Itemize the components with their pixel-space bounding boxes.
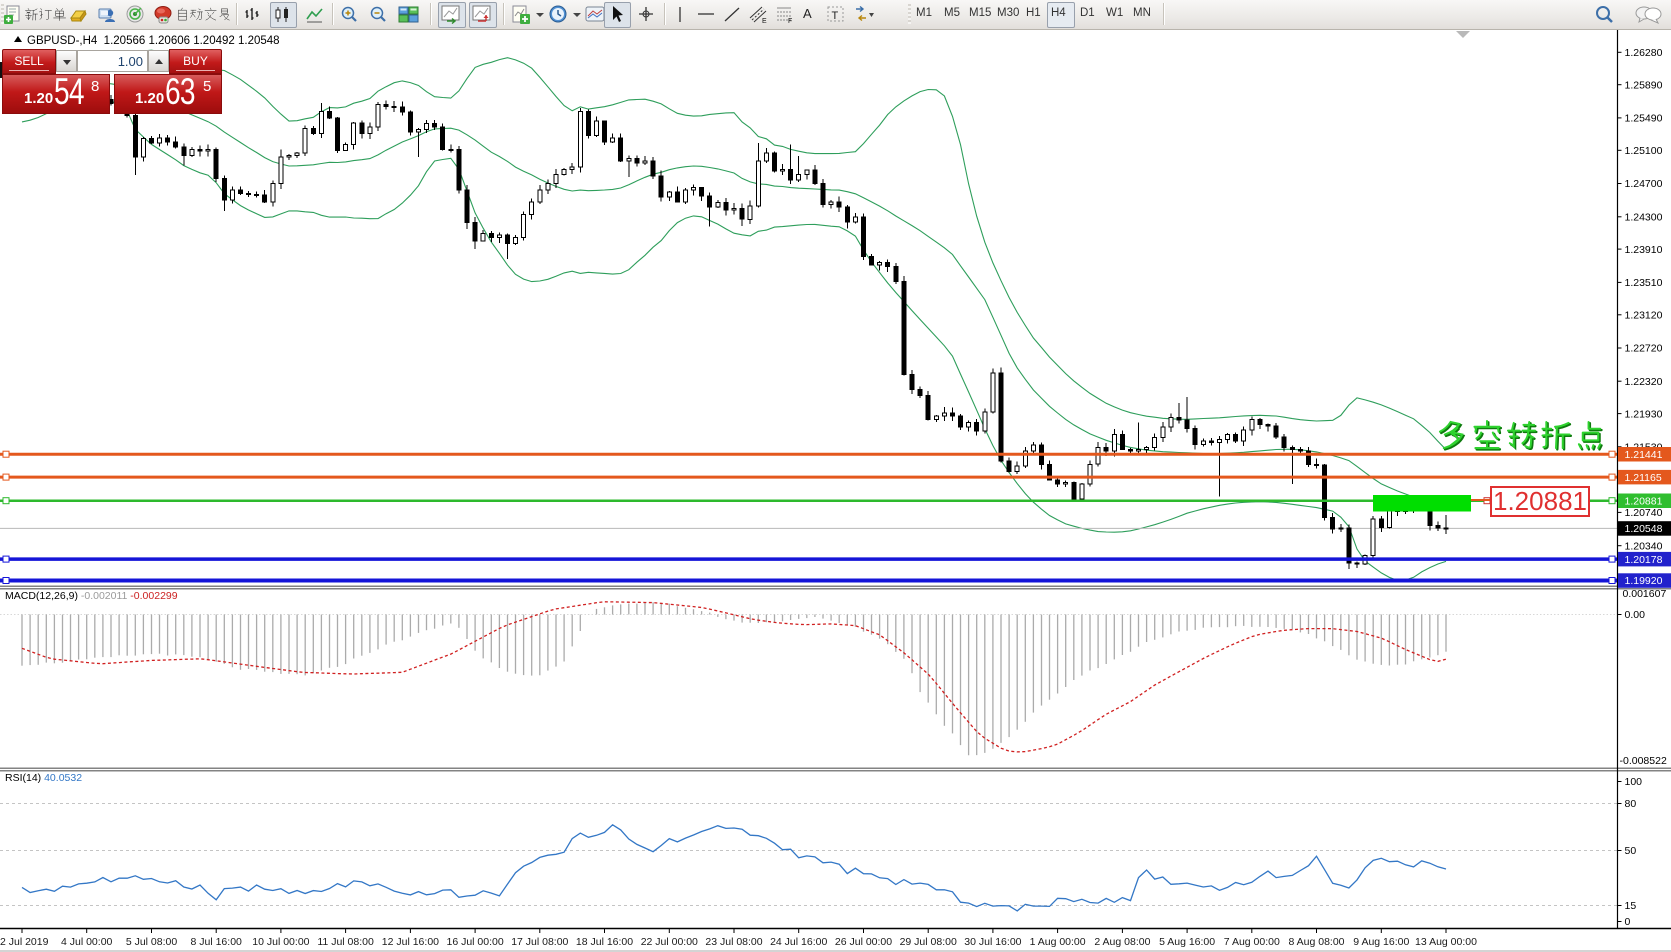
svg-text:80: 80	[1625, 798, 1637, 810]
svg-text:26 Jul 00:00: 26 Jul 00:00	[835, 936, 892, 948]
svg-text:11 Jul 08:00: 11 Jul 08:00	[317, 936, 374, 948]
svg-text:F: F	[788, 18, 792, 24]
svg-text:GBPUSD-,H4 1.20566 1.20606 1.: GBPUSD-,H4 1.20566 1.20606 1.20492 1.205…	[27, 35, 280, 47]
svg-text:1.23910: 1.23910	[1625, 244, 1663, 256]
svg-text:1.25100: 1.25100	[1625, 145, 1663, 157]
svg-text:2 Aug 08:00: 2 Aug 08:00	[1094, 936, 1150, 948]
svg-text:MACD(12,26,9) -0.002011 -0.002: MACD(12,26,9) -0.002011 -0.002299	[5, 590, 178, 602]
svg-text:1.24300: 1.24300	[1625, 212, 1663, 224]
svg-text:1.21165: 1.21165	[1625, 472, 1662, 484]
svg-text:T: T	[832, 10, 839, 22]
svg-text:4 Jul 00:00: 4 Jul 00:00	[61, 936, 113, 948]
svg-text:1.20340: 1.20340	[1625, 540, 1663, 552]
svg-text:1.25490: 1.25490	[1625, 113, 1663, 125]
svg-text:5 Jul 08:00: 5 Jul 08:00	[126, 936, 178, 948]
svg-text:15: 15	[1625, 900, 1637, 912]
svg-text:0: 0	[1625, 916, 1631, 928]
svg-text:8 Aug 08:00: 8 Aug 08:00	[1288, 936, 1344, 948]
svg-text:0.001607: 0.001607	[1623, 588, 1667, 600]
svg-text:9 Aug 16:00: 9 Aug 16:00	[1353, 936, 1409, 948]
svg-text:1.21930: 1.21930	[1625, 408, 1663, 420]
svg-text:1.26280: 1.26280	[1625, 47, 1663, 59]
svg-text:17 Jul 08:00: 17 Jul 08:00	[511, 936, 568, 948]
svg-text:50: 50	[1625, 845, 1637, 857]
svg-text:0.00: 0.00	[1625, 609, 1646, 621]
svg-text:16 Jul 00:00: 16 Jul 00:00	[446, 936, 503, 948]
svg-text:1.20881: 1.20881	[1625, 495, 1663, 507]
svg-text:1 Aug 00:00: 1 Aug 00:00	[1030, 936, 1086, 948]
svg-text:1.22720: 1.22720	[1625, 343, 1663, 355]
svg-text:5 Aug 16:00: 5 Aug 16:00	[1159, 936, 1215, 948]
svg-text:-0.008522: -0.008522	[1620, 755, 1667, 767]
svg-text:1.24700: 1.24700	[1625, 178, 1663, 190]
svg-text:1.23510: 1.23510	[1625, 277, 1663, 289]
svg-text:23 Jul 08:00: 23 Jul 08:00	[705, 936, 762, 948]
svg-text:2 Jul 2019: 2 Jul 2019	[0, 936, 49, 948]
svg-text:1.20548: 1.20548	[1625, 523, 1663, 535]
svg-text:1.19920: 1.19920	[1625, 575, 1663, 587]
svg-text:RSI(14) 40.0532: RSI(14) 40.0532	[5, 772, 82, 784]
svg-text:1.23120: 1.23120	[1625, 310, 1663, 322]
svg-text:7 Aug 00:00: 7 Aug 00:00	[1224, 936, 1280, 948]
svg-text:24 Jul 16:00: 24 Jul 16:00	[770, 936, 827, 948]
svg-text:1.22320: 1.22320	[1625, 376, 1663, 388]
svg-text:8 Jul 16:00: 8 Jul 16:00	[191, 936, 243, 948]
svg-text:E: E	[762, 18, 767, 24]
svg-text:100: 100	[1625, 776, 1643, 788]
svg-text:12 Jul 16:00: 12 Jul 16:00	[382, 936, 439, 948]
svg-text:1.20178: 1.20178	[1625, 554, 1663, 566]
svg-text:30 Jul 16:00: 30 Jul 16:00	[964, 936, 1021, 948]
svg-text:10 Jul 00:00: 10 Jul 00:00	[252, 936, 309, 948]
svg-text:1.21441: 1.21441	[1625, 449, 1663, 461]
svg-text:18 Jul 16:00: 18 Jul 16:00	[576, 936, 633, 948]
svg-text:1.20740: 1.20740	[1625, 507, 1663, 519]
svg-text:29 Jul 08:00: 29 Jul 08:00	[900, 936, 957, 948]
svg-text:22 Jul 00:00: 22 Jul 00:00	[641, 936, 698, 948]
svg-text:13 Aug 00:00: 13 Aug 00:00	[1415, 936, 1477, 948]
svg-text:1.25890: 1.25890	[1625, 79, 1663, 91]
